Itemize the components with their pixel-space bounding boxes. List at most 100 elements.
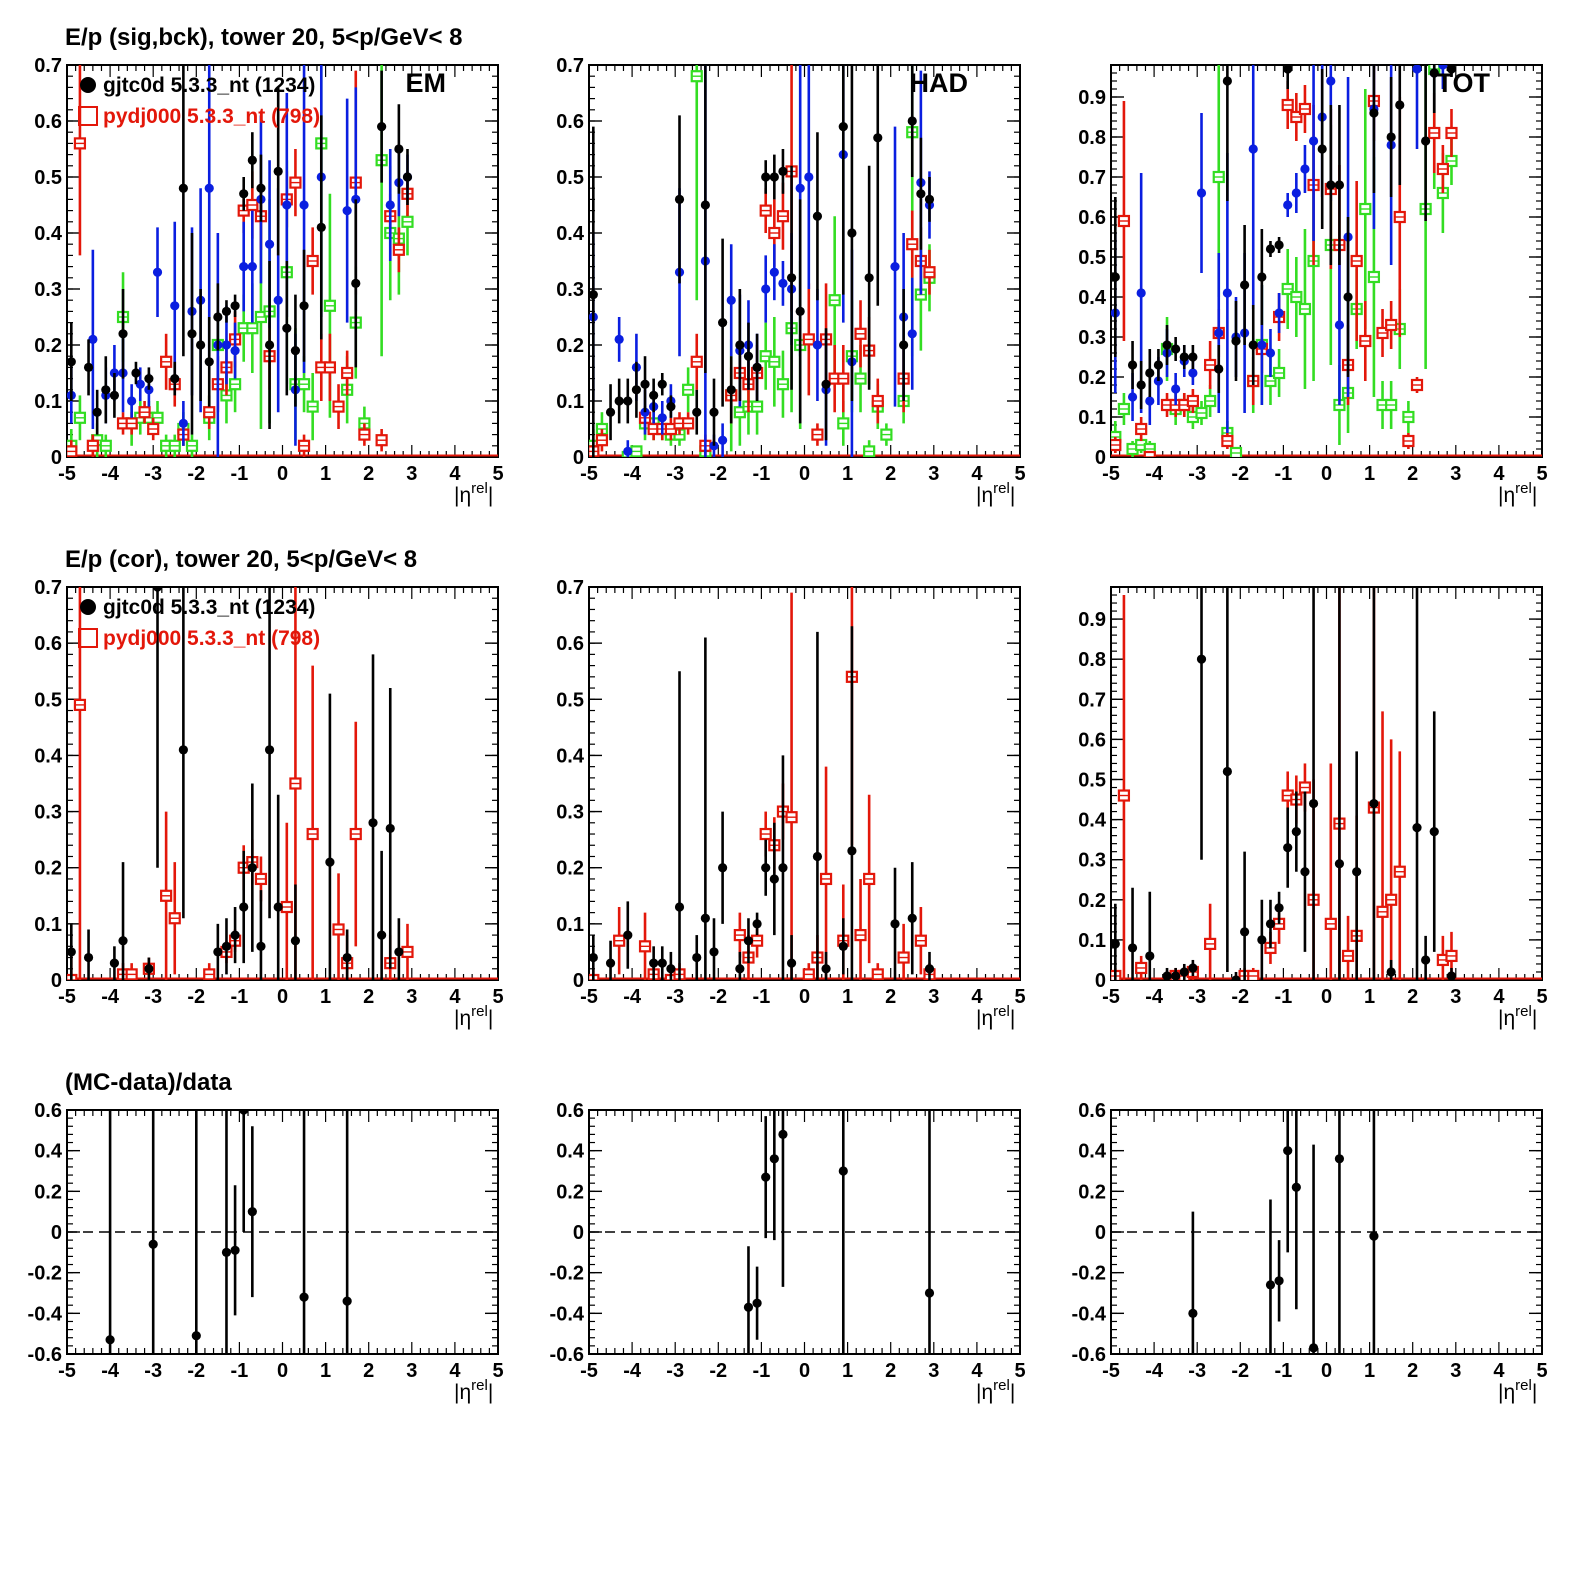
x-tick-label: 4 [449,463,461,485]
panel-r3-em: (MC-data)/data -5 -4 -3 -2 -1 0 1 2 3 4 5|ηrel| -0.6… [28,1069,504,1404]
y-tick-label: 0 [573,1222,584,1244]
data-point [890,919,900,929]
x-tick-label: 1 [1364,986,1375,1008]
y-tick-label: 0.3 [1078,850,1106,872]
data-point [752,362,762,372]
y-tick-label: 0.6 [34,1100,62,1122]
data-point [907,116,917,126]
em-point [804,172,814,182]
legend-marker-mc [78,628,98,648]
legend-label-mc: pydj000 5.3.3_nt (798) [103,627,320,650]
y-tick-label: 0.5 [34,167,62,189]
data-point [778,863,788,873]
x-tick-label: -4 [1145,1360,1164,1382]
data-point [1274,240,1284,250]
y-tick-label: 0.6 [34,111,62,133]
x-tick-label: -4 [101,463,120,485]
y-tick-label: 0.1 [34,914,62,936]
x-tick-label: 5 [1014,1360,1025,1382]
em-point [170,301,180,311]
y-tick-label: 0 [51,970,62,992]
x-tick-label: 3 [928,986,939,1008]
data-point [196,340,206,350]
x-tick-label: 0 [1321,986,1332,1008]
data-point [786,958,797,968]
x-axis-label: |ηrel| [976,480,1015,507]
data-point [1188,1308,1198,1318]
y-tick-label: 0.4 [1078,287,1107,309]
x-tick-label: -1 [1275,986,1293,1008]
x-tick-label: 1 [842,1360,853,1382]
data-point [769,172,779,182]
data-point [657,958,667,968]
x-tick-label: 0 [277,986,288,1008]
data-point [718,863,728,873]
em-point [614,334,624,344]
y-tick-label: 0 [1095,970,1106,992]
x-tick-label: -5 [1102,463,1120,485]
x-tick-label: -3 [1188,463,1206,485]
x-tick-label: 4 [971,986,983,1008]
data-point [213,947,223,957]
y-tick-label: 0.4 [34,223,63,245]
x-axis-label: |ηrel| [1498,480,1537,507]
em-point [221,340,232,350]
data-point [148,1239,158,1249]
panel-r2-em: E/p (cor), tower 20, 5<p/GeV< 8 -5 -4 -3 -2 -… [34,546,503,1030]
em-point [299,200,309,210]
series-group [1111,65,1542,457]
em-point [247,262,257,272]
x-tick-label: -2 [709,986,727,1008]
x-tick-label: -5 [580,986,598,1008]
data-point [1265,919,1276,929]
y-tick-label: 0.2 [1078,1181,1106,1203]
data-point [1274,903,1284,913]
data-point [1421,955,1431,965]
data-point [1153,360,1164,370]
x-tick-label: 2 [885,463,896,485]
y-tick-label: 0.4 [34,745,63,767]
x-tick-label: 0 [277,463,288,485]
y-tick-label: 0.1 [556,914,584,936]
y-tick-label: 0.3 [34,802,62,824]
data-point [1369,108,1379,118]
em-point [1326,76,1336,86]
mc-point [1143,450,1156,457]
data-point [735,340,745,350]
data-point [1334,180,1345,190]
em-point [342,206,352,216]
x-tick-label: 3 [1450,986,1461,1008]
series-group [589,587,1020,980]
x-axis-label: |ηrel| [976,1377,1015,1404]
data-point [916,189,926,199]
data-point [786,273,797,283]
x-tick-label: 2 [885,986,896,1008]
data-point [1429,827,1439,837]
data-point [873,133,883,143]
data-point [1127,943,1138,953]
data-point [1196,654,1207,664]
data-point [743,936,754,946]
data-point [109,958,120,968]
data-point [394,144,404,154]
em-point [1171,384,1181,394]
data-point [623,396,633,406]
panel-r2-had: -5 -4 -3 -2 -1 0 1 2 3 4 5|ηrel| 0 0.1 0.2 0.3 0.4 0.5 0.… [556,577,1025,1030]
x-tick-label: 3 [1450,1360,1461,1382]
data-point [247,155,257,165]
data-point [273,902,283,912]
x-tick-label: -4 [1145,463,1164,485]
em-point [1196,188,1207,198]
data-point [239,189,249,199]
data-point [1334,859,1345,869]
data-point [342,952,352,963]
series-group [67,65,498,457]
data-point [761,1172,771,1182]
data-point [394,947,404,957]
data-point [821,379,831,389]
x-axis-label: |ηrel| [454,1003,493,1030]
y-tick-label: 0.1 [34,391,62,413]
y-tick-label: 0.6 [1078,1100,1106,1122]
em-point [264,239,275,249]
